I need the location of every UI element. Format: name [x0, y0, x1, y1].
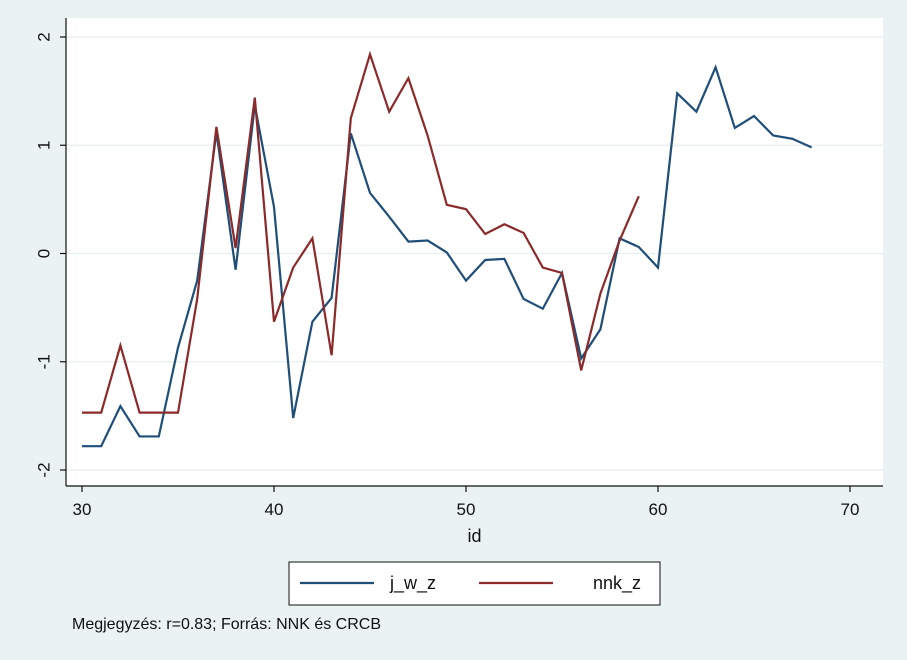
y-tick-label: -1 — [34, 354, 53, 369]
y-tick-label: 1 — [34, 141, 53, 150]
y-tick-label: 2 — [34, 32, 53, 41]
x-tick-label: 60 — [649, 500, 668, 519]
plot-background — [66, 18, 883, 486]
legend-label-j_w_z: j_w_z — [389, 573, 436, 594]
note: Megjegyzés: r=0.83; Forrás: NNK és CRCB — [72, 616, 381, 633]
legend-label-nnk_z: nnk_z — [593, 573, 641, 594]
x-axis-label: id — [467, 526, 481, 546]
y-tick-label: 0 — [34, 249, 53, 258]
x-tick-label: 40 — [265, 500, 284, 519]
axes: 30 40 50 60 70 -2 -1 0 1 2 — [34, 18, 883, 519]
x-tick-label: 70 — [841, 500, 860, 519]
series-line-nnk_z — [82, 50, 640, 414]
legend: j_w_z nnk_z — [288, 561, 661, 606]
x-tick-label: 30 — [73, 500, 92, 519]
x-tick-label: 50 — [457, 500, 476, 519]
series-line-j_w_z — [82, 64, 813, 448]
y-tick-label: -2 — [34, 462, 53, 477]
legend-box — [288, 561, 661, 606]
series-lines — [82, 50, 813, 448]
